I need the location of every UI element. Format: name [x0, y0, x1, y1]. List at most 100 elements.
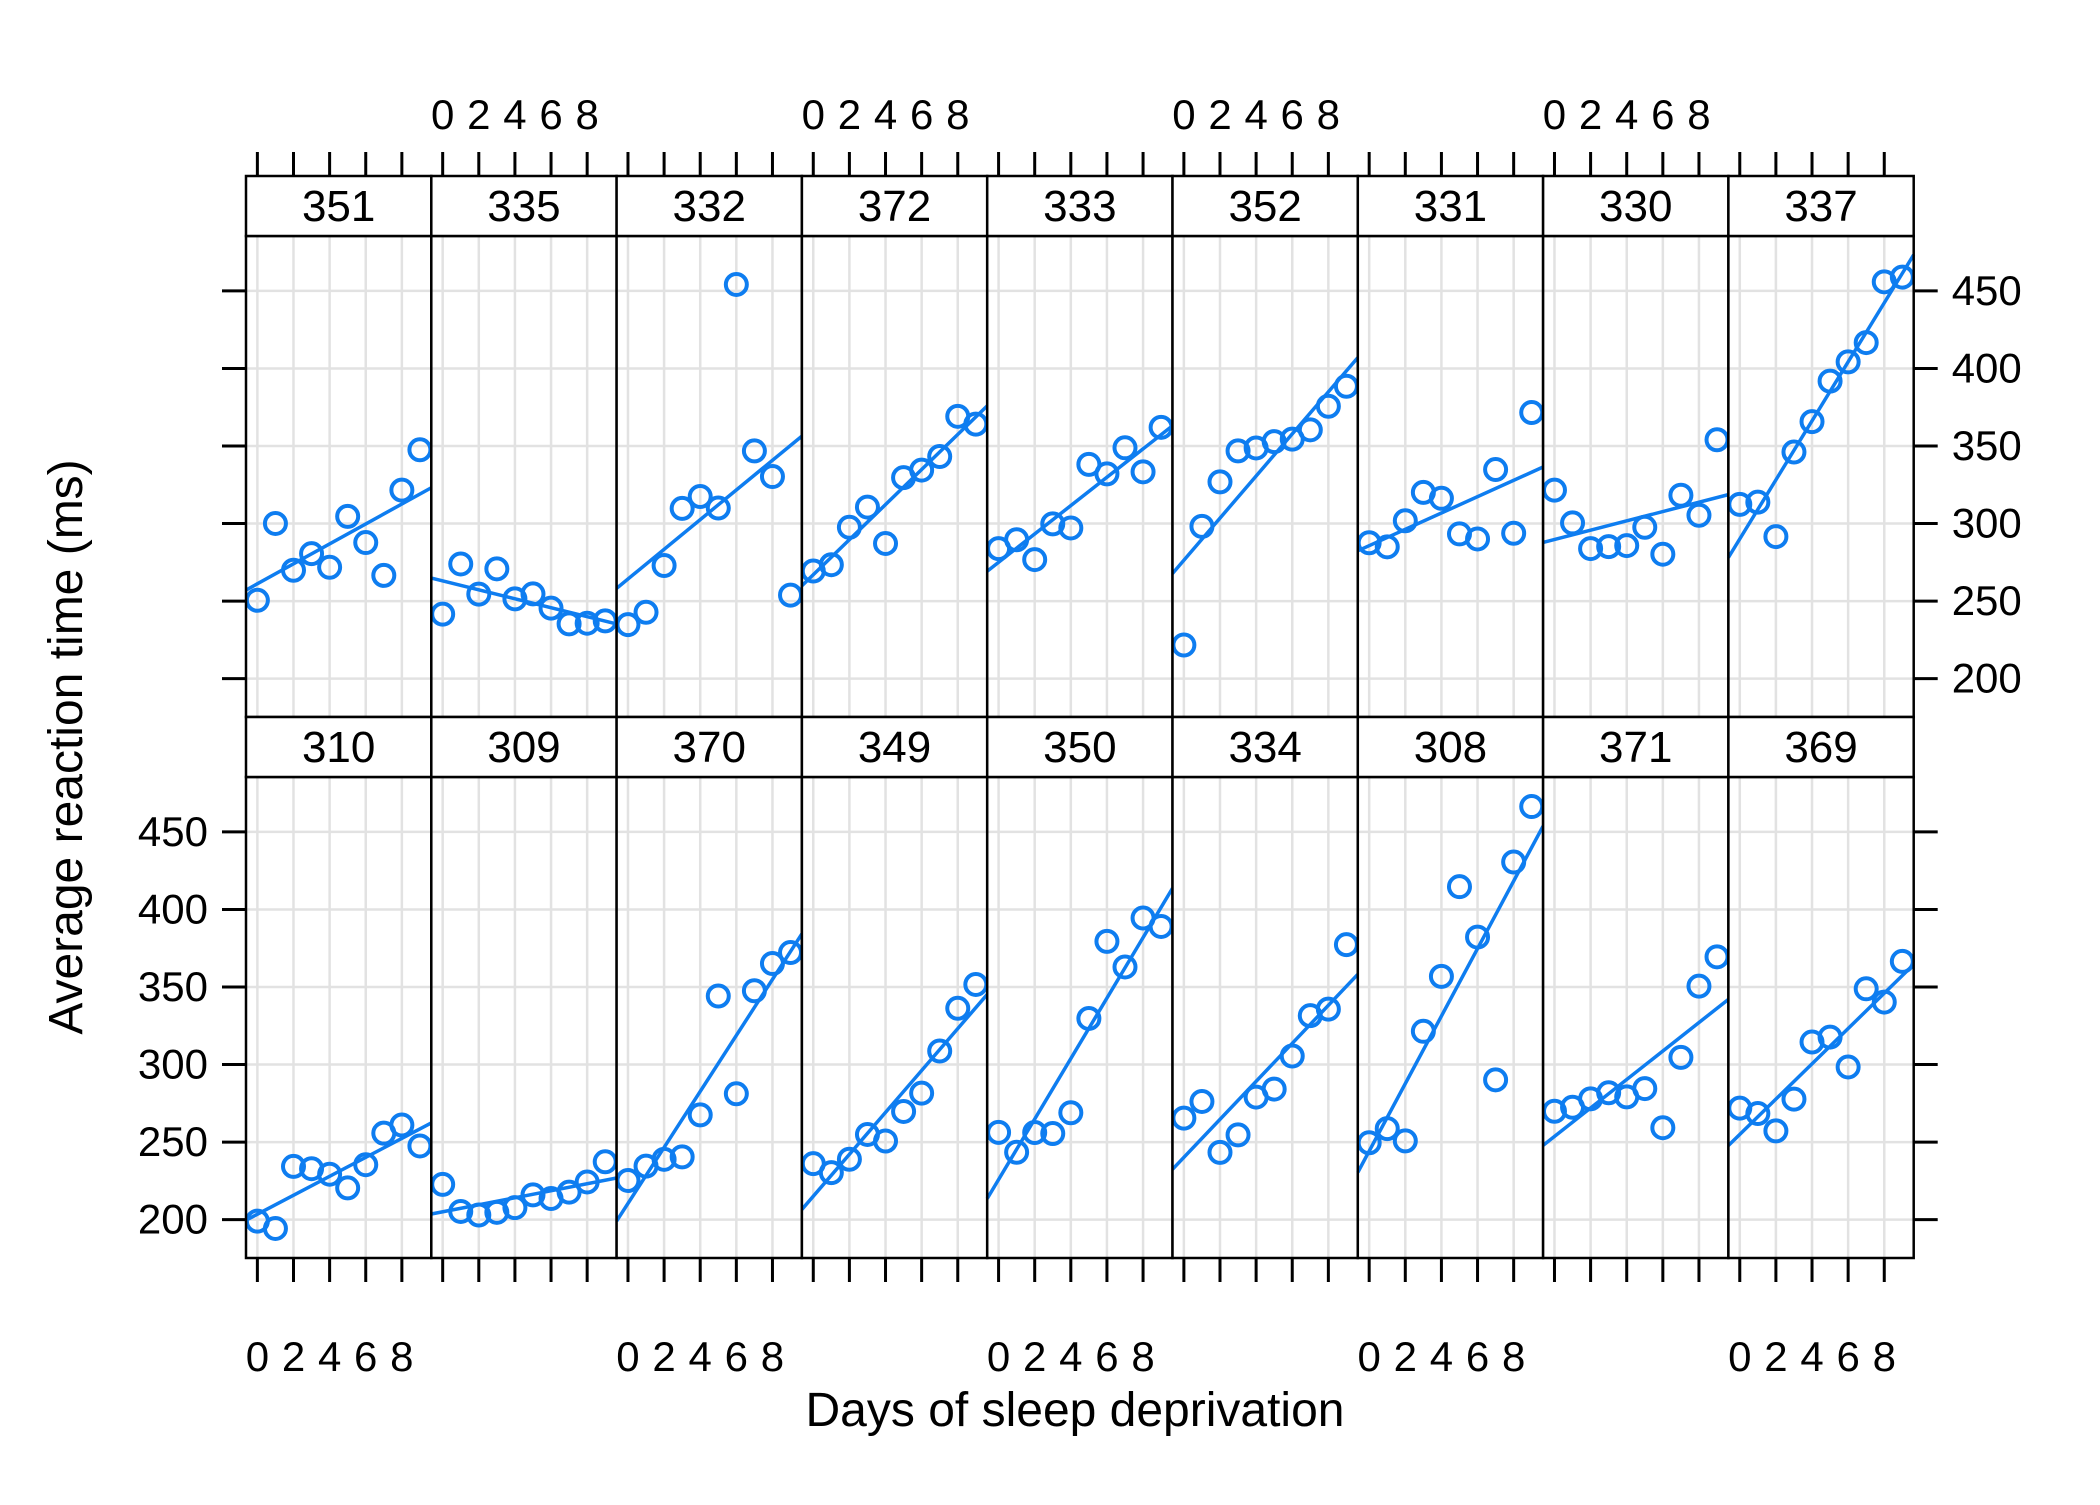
y-tick-label-left: 350	[138, 963, 208, 1010]
x-tick-label-bottom: 0	[616, 1333, 639, 1380]
strip-349	[800, 715, 989, 779]
data-point	[280, 557, 306, 583]
data-point	[1094, 928, 1120, 954]
data-point	[1632, 1076, 1658, 1102]
data-point	[891, 1098, 917, 1124]
data-point	[759, 950, 785, 976]
data-point	[1632, 514, 1658, 540]
panel-background	[1357, 236, 1544, 717]
data-point	[1130, 459, 1156, 485]
strip-333	[985, 174, 1174, 238]
data-point	[1261, 429, 1287, 455]
strip-370	[615, 715, 804, 779]
strip-334	[1171, 715, 1360, 779]
data-point	[1465, 526, 1491, 552]
x-tick-label-bottom: 0	[987, 1333, 1010, 1380]
panel-334: 334	[1171, 715, 1360, 1260]
x-tick-label-top: 8	[1687, 91, 1710, 138]
data-point	[1578, 536, 1604, 562]
data-point	[1261, 1076, 1287, 1102]
data-point	[1501, 849, 1527, 875]
fit-line	[986, 424, 1174, 573]
y-tick-label-right: 450	[1952, 267, 2022, 314]
data-point	[651, 552, 677, 578]
panel-352: 352	[1171, 174, 1360, 719]
x-tick-label-bottom: 2	[1023, 1333, 1046, 1380]
data-point	[705, 983, 731, 1009]
data-point	[1835, 1054, 1861, 1080]
data-point	[873, 1128, 899, 1154]
data-point	[520, 1182, 546, 1208]
data-point	[1465, 924, 1491, 950]
panel-333: 333	[985, 174, 1174, 719]
data-point	[1483, 457, 1509, 483]
strip-label: 332	[673, 182, 746, 231]
x-tick-label-top: 8	[946, 91, 969, 138]
y-tick-label-left: 300	[138, 1041, 208, 1088]
data-point	[448, 1198, 474, 1224]
data-point	[836, 1146, 862, 1172]
x-tick-label-top: 6	[1281, 91, 1304, 138]
data-point	[262, 1215, 288, 1241]
data-point	[389, 1112, 415, 1138]
data-point	[335, 1175, 361, 1201]
y-tick-label-left: 200	[138, 1196, 208, 1243]
data-point	[1686, 502, 1712, 528]
fit-line	[985, 887, 1175, 1200]
data-point	[836, 514, 862, 540]
x-tick-label-bottom: 0	[1728, 1333, 1751, 1380]
strip-label: 330	[1599, 182, 1672, 231]
data-point	[353, 1152, 379, 1178]
data-point	[1686, 973, 1712, 999]
data-point	[1817, 368, 1843, 394]
strip-369	[1727, 715, 1915, 779]
data-point	[299, 541, 325, 567]
x-tick-label-bottom: 6	[725, 1333, 748, 1380]
data-point	[1022, 547, 1048, 573]
fit-line	[1542, 997, 1730, 1147]
data-point	[1225, 438, 1251, 464]
x-tick-label-bottom: 8	[1873, 1333, 1896, 1380]
data-point	[1297, 417, 1323, 443]
strip-label: 352	[1228, 182, 1301, 231]
data-point	[723, 271, 749, 297]
strip-label: 369	[1784, 723, 1857, 772]
data-point	[1428, 963, 1454, 989]
fit-line	[615, 932, 804, 1223]
panel-331: 331	[1356, 174, 1545, 719]
panel-310: 310	[244, 715, 433, 1260]
data-point	[466, 1202, 492, 1228]
x-tick-label-bottom: 8	[1502, 1333, 1525, 1380]
panel-background	[1543, 777, 1729, 1258]
data-point	[317, 554, 343, 580]
y-tick-label-right: 200	[1952, 655, 2022, 702]
panel-309: 309	[430, 715, 618, 1260]
data-point	[687, 483, 713, 509]
x-tick-label-top: 8	[1317, 91, 1340, 138]
x-tick-label-top: 8	[575, 91, 598, 138]
x-tick-label-top: 6	[539, 91, 562, 138]
data-point	[1781, 439, 1807, 465]
data-point	[651, 1146, 677, 1172]
data-point	[633, 599, 659, 625]
data-point	[687, 1102, 713, 1128]
x-axis-title: Days of sleep deprivation	[806, 1384, 1345, 1437]
data-point	[1853, 976, 1879, 1002]
data-point	[945, 995, 971, 1021]
panel-background	[1728, 236, 1914, 717]
data-point	[556, 1179, 582, 1205]
panel-background	[246, 236, 432, 717]
x-tick-label-top: 0	[431, 91, 454, 138]
x-tick-label-top: 0	[802, 91, 825, 138]
data-point	[1374, 1116, 1400, 1142]
data-point	[1189, 1088, 1215, 1114]
panel-background	[431, 236, 617, 717]
panel-background	[616, 236, 802, 717]
y-tick-label-right: 250	[1952, 577, 2022, 624]
data-point	[1853, 330, 1879, 356]
fit-line	[1356, 825, 1545, 1174]
x-tick-label-top: 2	[838, 91, 861, 138]
data-point	[1058, 515, 1084, 541]
data-point	[927, 444, 953, 470]
data-point	[520, 581, 546, 607]
